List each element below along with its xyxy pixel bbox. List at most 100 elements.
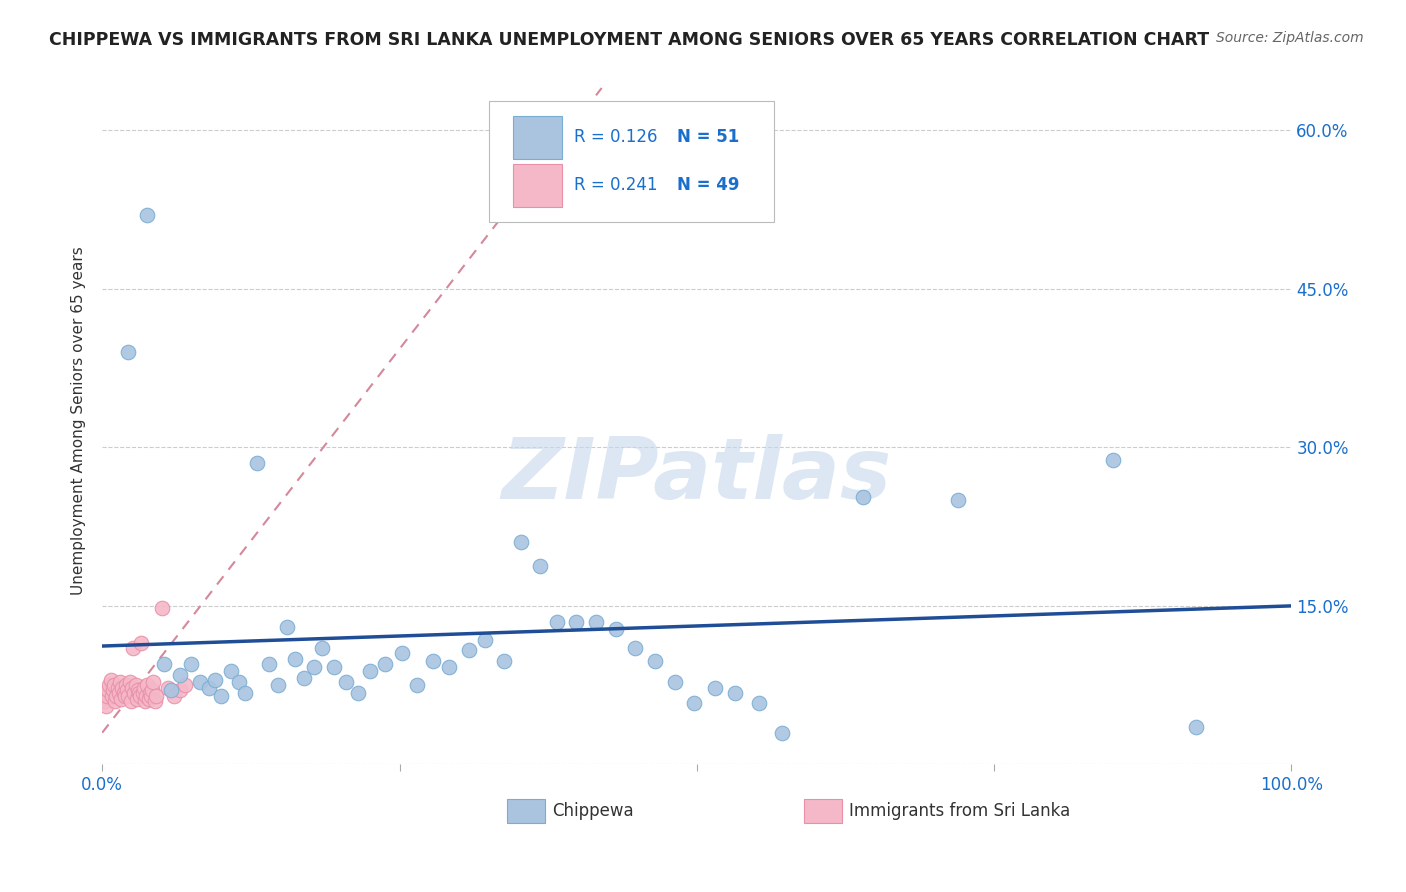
Point (104, 694, 127, 708)
Point (335, 675, 357, 690)
Point (703, 681, 725, 696)
Point (644, 654, 666, 668)
Point (115, 683, 138, 698)
Point (228, 675, 250, 690)
Point (219, 665, 242, 679)
Point (139, 689, 162, 703)
Point (153, 657, 176, 671)
Point (139, 685, 162, 699)
Point (323, 660, 346, 674)
Point (125, 692, 148, 706)
FancyBboxPatch shape (804, 798, 842, 823)
Point (724, 685, 747, 699)
Point (347, 685, 370, 699)
FancyBboxPatch shape (489, 102, 775, 222)
Point (406, 678, 429, 692)
Point (141, 683, 163, 698)
Point (103, 678, 125, 692)
Point (96, 689, 118, 703)
Point (605, 622, 627, 636)
Point (457, 643, 479, 657)
Point (1102, 453, 1125, 467)
Point (136, 678, 159, 692)
Point (198, 681, 221, 696)
Point (131, 685, 153, 699)
Point (509, 535, 531, 549)
Point (111, 681, 134, 696)
Point (292, 671, 315, 685)
Point (439, 660, 461, 674)
Point (494, 654, 516, 668)
Point (422, 654, 444, 668)
Point (359, 665, 381, 679)
Point (169, 667, 191, 681)
Point (100, 673, 122, 687)
Point (94, 699, 117, 714)
Point (138, 692, 160, 706)
Point (204, 673, 226, 687)
Point (112, 685, 135, 699)
Point (110, 692, 132, 706)
Point (97, 683, 120, 698)
Point (142, 675, 165, 690)
Point (101, 683, 124, 698)
Point (233, 685, 256, 699)
Point (546, 615, 568, 629)
Point (115, 678, 138, 692)
Point (169, 683, 191, 698)
FancyBboxPatch shape (506, 798, 544, 823)
Point (311, 641, 333, 656)
Point (117, 345, 139, 359)
Point (948, 493, 970, 508)
Point (748, 696, 770, 710)
Point (114, 689, 136, 703)
Point (564, 615, 586, 629)
Point (127, 683, 149, 698)
Point (129, 689, 152, 703)
Text: N = 51: N = 51 (676, 128, 740, 146)
Point (585, 615, 607, 629)
Point (624, 641, 647, 656)
Point (174, 678, 197, 692)
Text: Source: ZipAtlas.com: Source: ZipAtlas.com (1216, 31, 1364, 45)
Y-axis label: Unemployment Among Seniors over 65 years: Unemployment Among Seniors over 65 years (72, 246, 86, 595)
Point (391, 647, 413, 661)
Text: ZIPatlas: ZIPatlas (502, 434, 891, 517)
Text: R = 0.241: R = 0.241 (574, 177, 658, 194)
Point (160, 683, 183, 698)
Point (107, 681, 129, 696)
Point (852, 490, 875, 504)
Point (124, 678, 146, 692)
Point (267, 678, 290, 692)
Point (128, 685, 150, 699)
Text: N = 49: N = 49 (676, 177, 740, 194)
Point (117, 689, 139, 703)
Point (284, 651, 307, 665)
Point (134, 694, 156, 708)
Point (108, 685, 131, 699)
FancyBboxPatch shape (513, 116, 562, 159)
Point (180, 657, 202, 671)
Point (132, 681, 155, 696)
Point (257, 657, 280, 671)
Point (529, 558, 551, 573)
Point (162, 689, 184, 703)
Point (302, 660, 325, 674)
Point (108, 675, 131, 690)
Point (100, 689, 122, 703)
Point (143, 694, 166, 708)
Point (683, 696, 706, 710)
Point (246, 456, 269, 470)
Point (121, 681, 143, 696)
Point (664, 675, 686, 690)
Point (120, 694, 142, 708)
Point (474, 632, 496, 647)
Point (276, 620, 298, 634)
Text: R = 0.126: R = 0.126 (574, 128, 658, 146)
Point (1185, 720, 1208, 734)
Point (188, 675, 211, 690)
Point (122, 641, 145, 656)
Text: Immigrants from Sri Lanka: Immigrants from Sri Lanka (849, 802, 1070, 820)
Point (150, 601, 173, 615)
Point (135, 689, 157, 703)
